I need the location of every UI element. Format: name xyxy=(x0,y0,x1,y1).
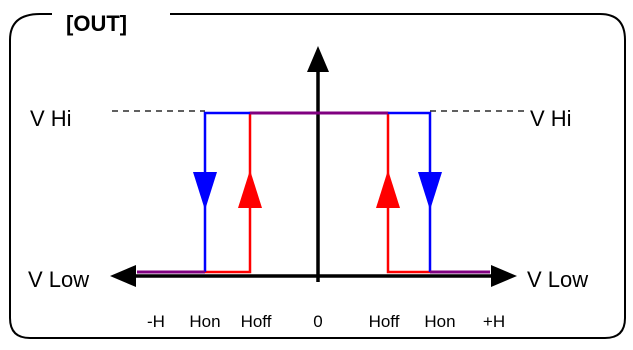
x-tick-label: Hon xyxy=(424,312,455,331)
red-up-arrow-right xyxy=(376,170,400,208)
x-axis-left-arrow xyxy=(110,265,136,287)
y-axis-arrow xyxy=(307,46,329,72)
x-tick-label: -H xyxy=(147,312,165,331)
x-tick-label: +H xyxy=(483,312,505,331)
v-hi-label-right: V Hi xyxy=(530,106,572,131)
x-tick-label: Hoff xyxy=(369,312,400,331)
path-on-right xyxy=(388,111,432,272)
x-tick-labels: -H Hon Hoff 0 Hoff Hon +H xyxy=(147,312,505,331)
red-up-arrow-left xyxy=(238,170,262,208)
path-off-right xyxy=(318,111,430,274)
blue-down-arrow-left xyxy=(193,172,217,210)
x-tick-label: Hoff xyxy=(241,312,272,331)
blue-down-arrow-right xyxy=(418,172,442,210)
path-on-left xyxy=(203,111,250,272)
v-low-label-right: V Low xyxy=(527,267,588,292)
x-tick-label: 0 xyxy=(313,312,322,331)
v-low-label-left: V Low xyxy=(28,267,89,292)
diagram-frame xyxy=(9,13,626,339)
path-off-left xyxy=(205,111,318,274)
diagram-title: [OUT] xyxy=(66,11,127,36)
x-tick-label: Hon xyxy=(189,312,220,331)
v-hi-label-left: V Hi xyxy=(30,106,72,131)
x-axis-right-arrow xyxy=(491,265,517,287)
